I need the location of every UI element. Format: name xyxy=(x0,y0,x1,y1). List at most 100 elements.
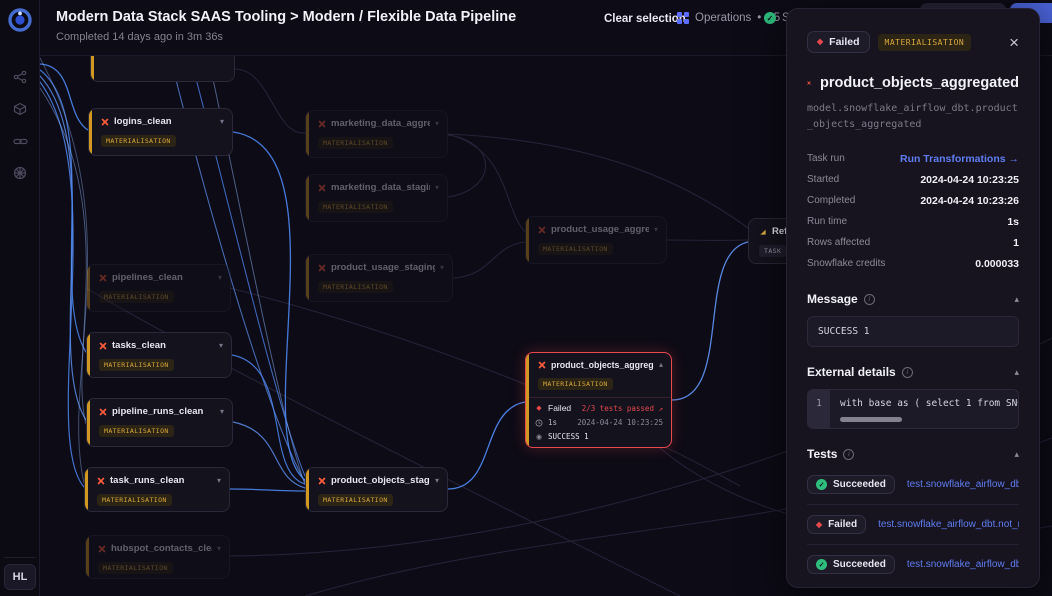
dag-node-product-usage-staging[interactable]: product_usage_staging ▾ MATERIALISATION xyxy=(305,254,453,302)
collapse-up-icon[interactable]: ▴ xyxy=(1014,448,1019,459)
dag-node-product-usage-aggregated[interactable]: product_usage_aggregated ▾ MATERIALISATI… xyxy=(525,216,667,264)
message-section-title: Message xyxy=(807,292,858,306)
dbt-icon xyxy=(99,408,107,415)
test-status-badge: ◆ Failed xyxy=(807,515,867,534)
sidebar-divider xyxy=(4,557,36,558)
message-content: SUCCESS 1 xyxy=(807,316,1019,347)
horizontal-scrollbar[interactable] xyxy=(840,417,902,422)
dbt-icon xyxy=(98,545,106,552)
task-detail-panel: ◆ Failed MATERIALISATION × product_objec… xyxy=(786,8,1040,588)
sql-code-line: with base as ( select 1 from SNOWFLAKE xyxy=(840,398,1018,409)
sidebar-item-connections[interactable] xyxy=(9,130,31,152)
info-icon[interactable]: i xyxy=(843,448,855,460)
info-icon[interactable]: i xyxy=(901,366,913,378)
node-stripe xyxy=(85,468,88,511)
tests-section: Tests i ▴ ✓ Succeeded test.snowflake_air… xyxy=(807,447,1019,584)
dag-canvas[interactable]: logins_clean ▾ MATERIALISATION marketing… xyxy=(40,56,1052,596)
dag-node-pipeline-runs-clean[interactable]: pipeline_runs_clean ▾ MATERIALISATION xyxy=(86,398,233,447)
dag-node-product-objects-aggregated[interactable]: product_objects_aggregated ▴ MATERIALISA… xyxy=(525,352,672,448)
chevron-down-icon[interactable]: ▾ xyxy=(434,475,439,485)
chevron-down-icon[interactable]: ▾ xyxy=(439,262,444,272)
node-timestamp: 2024-04-24 10:23:25 xyxy=(577,418,663,427)
test-link[interactable]: test.snowflake_airflow_dbt.not_null_pr xyxy=(878,519,1019,530)
dag-node-tasks-clean[interactable]: tasks_clean ▾ MATERIALISATION xyxy=(86,332,232,378)
clear-selection-button[interactable]: Clear selection xyxy=(604,13,686,25)
detail-row-run-time: Run time 1s xyxy=(807,215,1019,228)
dbt-icon xyxy=(538,226,546,233)
chevron-down-icon[interactable]: ▾ xyxy=(219,406,224,416)
clock-icon xyxy=(535,419,543,426)
operations-grid-icon xyxy=(677,12,689,24)
dag-node-product-objects-staging[interactable]: product_objects_staging ▾ MATERIALISATIO… xyxy=(305,467,448,512)
node-label: Refre xyxy=(772,226,797,237)
dag-node-marketing-data-staging[interactable]: marketing_data_staging ▾ MATERIALISATION xyxy=(305,174,448,222)
test-row: ◆ Failed test.snowflake_airflow_dbt.not_… xyxy=(807,505,1019,545)
node-runtime: 1s xyxy=(548,418,558,427)
node-stripe xyxy=(91,56,94,81)
user-avatar[interactable]: HL xyxy=(4,564,36,590)
breadcrumb-title: Modern Data Stack SAAS Tooling > Modern … xyxy=(56,9,517,25)
dag-node-pipelines-clean[interactable]: pipelines_clean ▾ MATERIALISATION xyxy=(86,264,231,312)
line-number: 1 xyxy=(808,390,830,428)
chevron-down-icon[interactable]: ▾ xyxy=(217,272,222,282)
chevron-down-icon[interactable]: ▾ xyxy=(218,340,223,350)
dbt-icon xyxy=(97,477,105,484)
close-icon[interactable]: × xyxy=(1009,32,1019,52)
test-link[interactable]: test.snowflake_airflow_dbt.not_null_pr xyxy=(906,559,1019,570)
dag-node-task-runs-clean[interactable]: task_runs_clean ▾ MATERIALISATION xyxy=(84,467,230,512)
failed-diamond-icon: ◆ xyxy=(817,37,824,46)
test-link[interactable]: test.snowflake_airflow_dbt.unique_pro xyxy=(906,479,1019,490)
chevron-down-icon[interactable]: ▾ xyxy=(219,116,224,126)
chevron-down-icon[interactable]: ▾ xyxy=(216,475,221,485)
details-list: Task run Run Transformations → Started 2… xyxy=(807,148,1019,274)
node-status-label: Failed xyxy=(548,403,572,413)
dag-node-partial[interactable] xyxy=(90,56,235,82)
dbt-icon xyxy=(101,118,109,125)
status-dot-icon: ◉ xyxy=(535,433,543,441)
chevron-down-icon[interactable]: ▾ xyxy=(216,543,221,553)
node-type-badge: MATERIALISATION xyxy=(99,425,174,437)
detail-row-snowflake-credits: Snowflake credits 0.000033 xyxy=(807,257,1019,270)
node-label: product_usage_aggregated xyxy=(551,224,649,235)
collapse-up-icon[interactable]: ▴ xyxy=(1014,366,1019,377)
chevron-down-icon[interactable]: ▾ xyxy=(434,182,439,192)
dbt-icon xyxy=(538,361,546,369)
dag-node-hubspot-contacts-clean[interactable]: hubspot_contacts_clean ▾ MATERIALISATION xyxy=(85,535,230,579)
node-label: hubspot_contacts_clean xyxy=(111,543,212,554)
dbt-icon xyxy=(318,120,326,127)
link-icon xyxy=(12,138,28,144)
dbt-icon xyxy=(99,342,107,349)
tests-section-title: Tests xyxy=(807,447,838,461)
node-type-badge: MATERIALISATION xyxy=(318,281,393,293)
collapse-up-icon[interactable]: ▴ xyxy=(658,360,663,369)
dbt-icon xyxy=(318,184,326,191)
info-icon[interactable]: i xyxy=(863,293,875,305)
failed-diamond-icon: ◆ xyxy=(816,519,823,529)
app-logo-icon[interactable] xyxy=(8,8,32,32)
sidebar-item-integrations[interactable] xyxy=(9,162,31,184)
pipeline-graph-icon xyxy=(13,70,27,84)
task-run-link[interactable]: Run Transformations → xyxy=(899,152,1019,165)
panel-title: product_objects_aggregated xyxy=(819,75,1019,91)
succeeded-check-icon: ✓ xyxy=(816,479,827,490)
node-label: marketing_data_staging xyxy=(331,182,430,193)
node-stripe xyxy=(89,109,92,155)
message-section: Message i ▴ SUCCESS 1 xyxy=(807,292,1019,347)
chevron-down-icon[interactable]: ▾ xyxy=(434,118,439,128)
dag-node-logins-clean[interactable]: logins_clean ▾ MATERIALISATION xyxy=(88,108,233,156)
node-type-badge: MATERIALISATION xyxy=(318,494,393,506)
node-stripe xyxy=(306,255,309,301)
collapse-up-icon[interactable]: ▴ xyxy=(1014,293,1019,304)
node-label: task_runs_clean xyxy=(110,475,185,486)
sql-code-box[interactable]: 1 with base as ( select 1 from SNOWFLAKE xyxy=(807,389,1019,429)
succeeded-check-icon: ✓ xyxy=(764,12,776,24)
chevron-down-icon[interactable]: ▾ xyxy=(653,224,658,234)
node-type-badge: MATERIALISATION xyxy=(99,359,174,371)
node-stripe xyxy=(87,399,90,446)
sidebar-item-pipelines[interactable] xyxy=(9,66,31,88)
tests-summary-link[interactable]: 2/3 tests passed ↗ xyxy=(581,403,663,413)
dbt-icon xyxy=(807,81,811,85)
dag-node-marketing-data-aggregated[interactable]: marketing_data_aggregated ▾ MATERIALISAT… xyxy=(305,110,448,158)
sidebar-item-products[interactable] xyxy=(9,98,31,120)
